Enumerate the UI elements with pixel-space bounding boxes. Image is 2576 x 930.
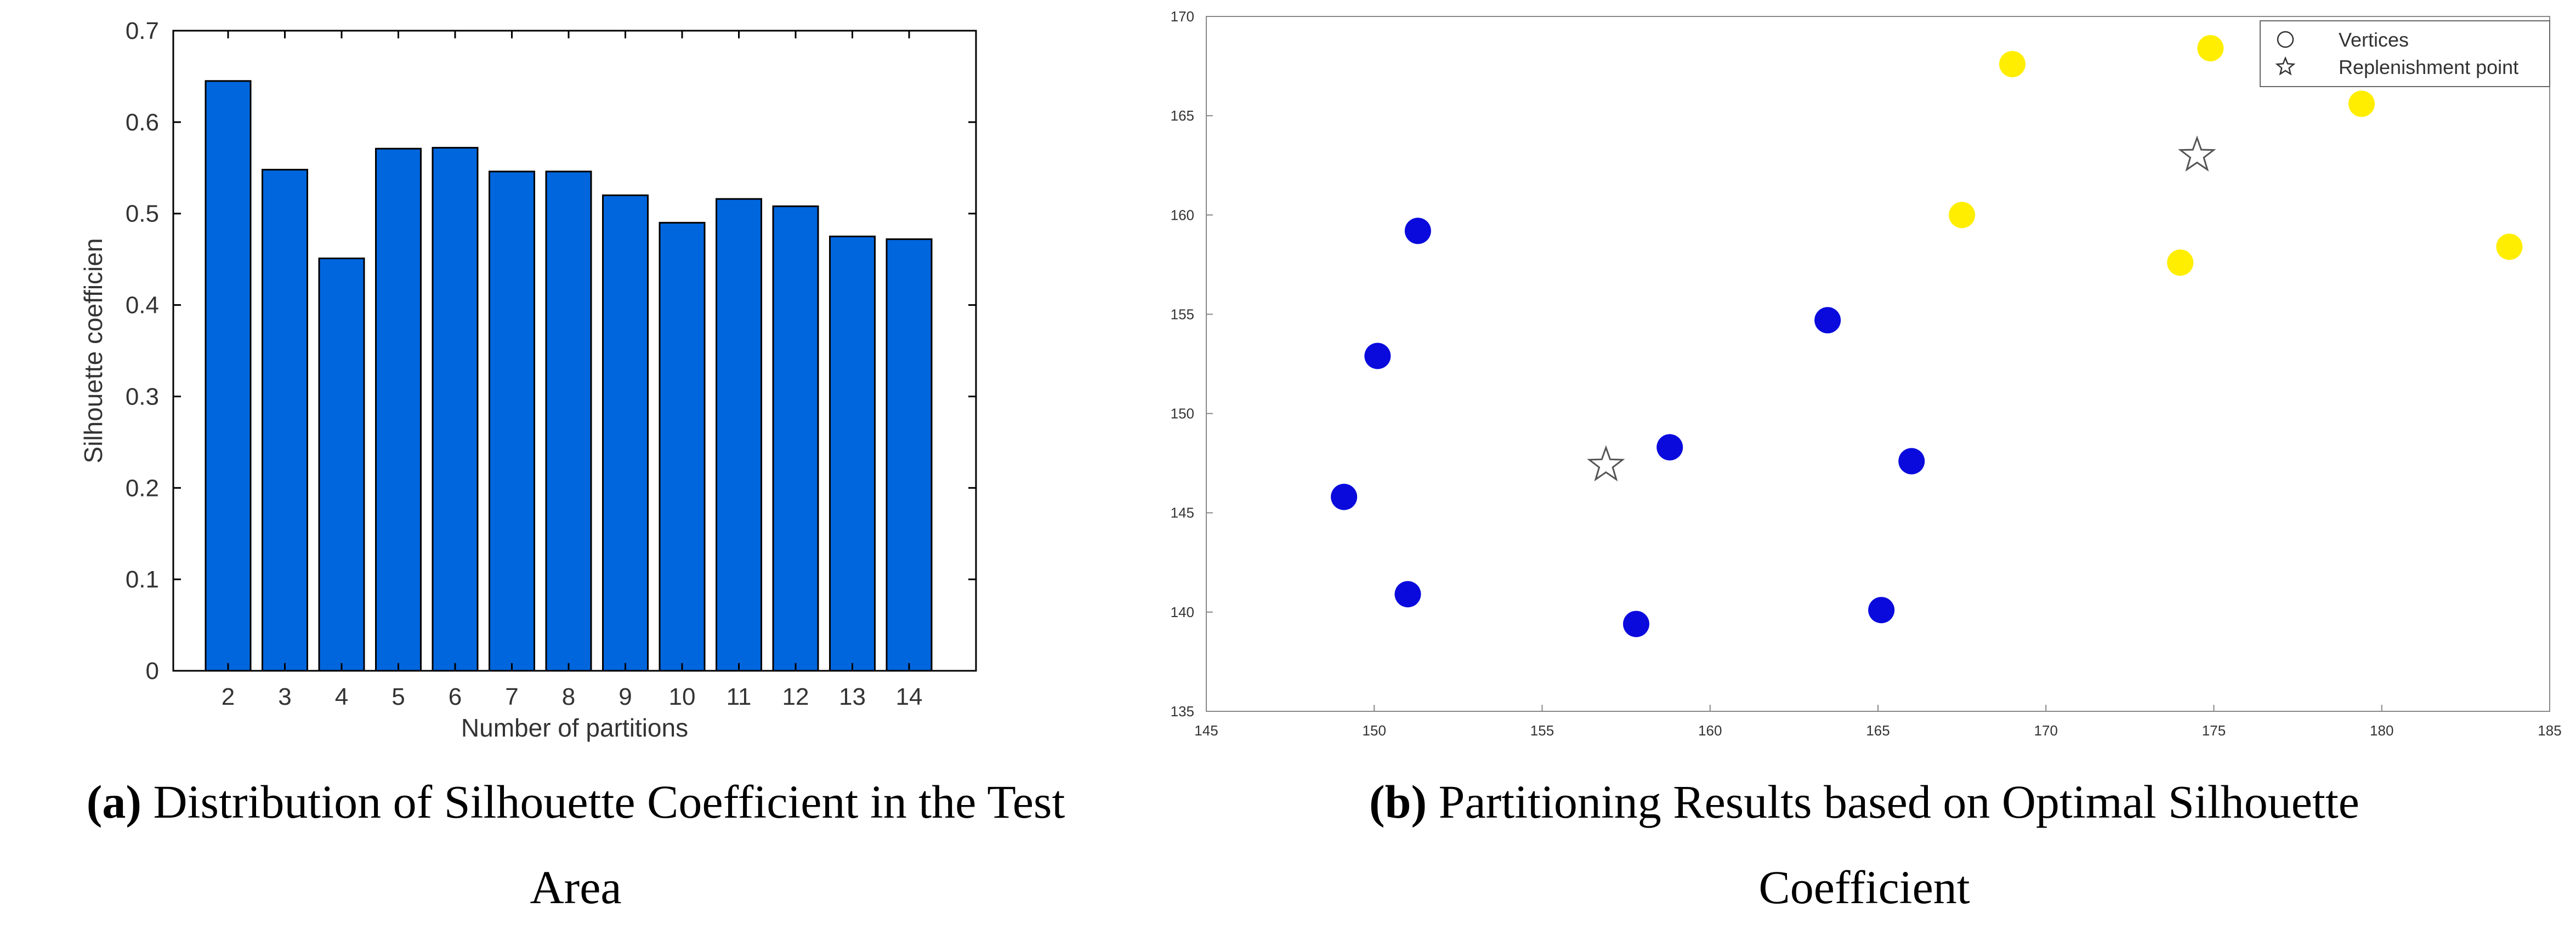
- legend-replenishment-label: Replenishment point: [2339, 56, 2518, 78]
- x-tick-label: 5: [391, 683, 405, 710]
- vertex-point: [1868, 597, 1895, 624]
- y-tick-label: 135: [1171, 703, 1194, 720]
- x-tick-label: 14: [896, 683, 923, 710]
- bar-6: [432, 147, 479, 672]
- vertex-point: [2496, 233, 2523, 260]
- x-tick-label: 8: [562, 683, 575, 710]
- bar-14: [886, 238, 933, 672]
- caption-a-text: Distribution of Silhouette Coefficient i…: [153, 775, 1065, 828]
- bar-4: [318, 257, 365, 672]
- x-tick-label: 13: [839, 683, 866, 710]
- replenishment-point: [1587, 445, 1625, 482]
- y-tick-label: 165: [1171, 107, 1194, 124]
- bar-11: [716, 198, 762, 672]
- plot-frame: [172, 30, 977, 672]
- vertex-point: [1898, 448, 1925, 475]
- y-tick-label: 0.6: [126, 109, 159, 136]
- y-tick-label: 140: [1171, 604, 1194, 620]
- y-axis-label: Silhouette coefficien: [79, 238, 107, 464]
- legend: Vertices Replenishment point: [2260, 20, 2550, 87]
- x-tick-label: 9: [619, 683, 632, 710]
- caption-b-tag: (b): [1369, 775, 1427, 828]
- x-tick-label: 160: [1698, 722, 1722, 739]
- y-tick-label: 0.4: [126, 292, 159, 319]
- x-tick-label: 175: [2202, 722, 2226, 739]
- caption-a-tag: (a): [86, 775, 141, 828]
- vertex-point: [1814, 307, 1841, 334]
- x-tick-label: 145: [1194, 722, 1218, 739]
- bar-7: [489, 170, 535, 672]
- vertex-point: [1404, 218, 1431, 244]
- caption-b: (b) Partitioning Results based on Optima…: [1289, 759, 2440, 930]
- x-tick-label: 7: [505, 683, 518, 710]
- x-tick-label: 150: [1363, 722, 1386, 739]
- x-tick-label: 155: [1530, 722, 1554, 739]
- vertex-point: [1999, 50, 2025, 77]
- legend-vertices-label: Vertices: [2339, 28, 2409, 51]
- x-axis-label: Number of partitions: [461, 714, 688, 742]
- y-tick-label: 170: [1171, 8, 1194, 25]
- bar-3: [262, 169, 308, 672]
- x-tick-label: 165: [1866, 722, 1890, 739]
- vertex-point: [1331, 483, 1358, 510]
- vertex-point: [2348, 90, 2375, 117]
- y-tick-label: 0.7: [126, 18, 159, 44]
- bar-5: [375, 147, 422, 672]
- y-tick-label: 145: [1171, 505, 1194, 521]
- replenishment-point: [2178, 135, 2216, 172]
- x-tick-label: 185: [2538, 722, 2561, 739]
- y-tick-label: 0.1: [126, 566, 159, 593]
- caption-b-text: Partitioning Results based on Optimal Si…: [1438, 775, 2359, 828]
- y-tick-label: 150: [1171, 406, 1194, 422]
- legend-vertices-marker: [2277, 31, 2294, 48]
- x-tick-label: 12: [782, 683, 809, 710]
- legend-replenishment-marker: [2275, 56, 2296, 76]
- caption-a-text-line2: Area: [530, 861, 622, 914]
- x-tick-label: 10: [669, 683, 696, 710]
- vertex-point: [1949, 202, 1976, 229]
- x-tick-label: 11: [727, 683, 752, 710]
- y-tick-label: 0.2: [126, 475, 159, 501]
- y-tick-label: 0.5: [126, 201, 159, 227]
- x-tick-label: 170: [2034, 722, 2058, 739]
- y-tick-label: 0.3: [126, 383, 159, 410]
- x-tick-label: 6: [449, 683, 462, 710]
- vertex-point: [2197, 35, 2224, 61]
- x-tick-label: 2: [222, 683, 235, 710]
- caption-a: (a) Distribution of Silhouette Coefficie…: [0, 759, 1151, 930]
- silhouette-bar-chart: 2 3 4 5 6 7 8 9 10 11 12 13 14 0 0.1 0.2 0.3 0.4 0.5 0.6 0.7…: [79, 18, 977, 742]
- bar-9: [602, 194, 649, 672]
- bar-8: [545, 170, 592, 672]
- vertex-point: [1394, 581, 1421, 608]
- vertex-point: [2167, 249, 2194, 276]
- bar-2: [205, 80, 252, 672]
- bar-12: [772, 205, 819, 672]
- x-tick-label: 4: [335, 683, 348, 710]
- x-tick-label: 3: [278, 683, 291, 710]
- x-tick-label: 180: [2370, 722, 2393, 739]
- bar-10: [659, 221, 706, 672]
- vertex-point: [1623, 611, 1649, 637]
- partition-scatter-chart: 145 150 155 160 165 170 175 180 185 135 140 145 150 1…: [1171, 8, 2562, 739]
- vertex-point: [1364, 343, 1391, 369]
- vertex-point: [1656, 434, 1683, 461]
- caption-b-text-line2: Coefficient: [1758, 861, 1970, 914]
- bar-13: [829, 235, 876, 672]
- y-tick-label: 160: [1171, 207, 1194, 223]
- y-tick-label: 155: [1171, 306, 1194, 322]
- y-tick-label: 0: [146, 658, 159, 684]
